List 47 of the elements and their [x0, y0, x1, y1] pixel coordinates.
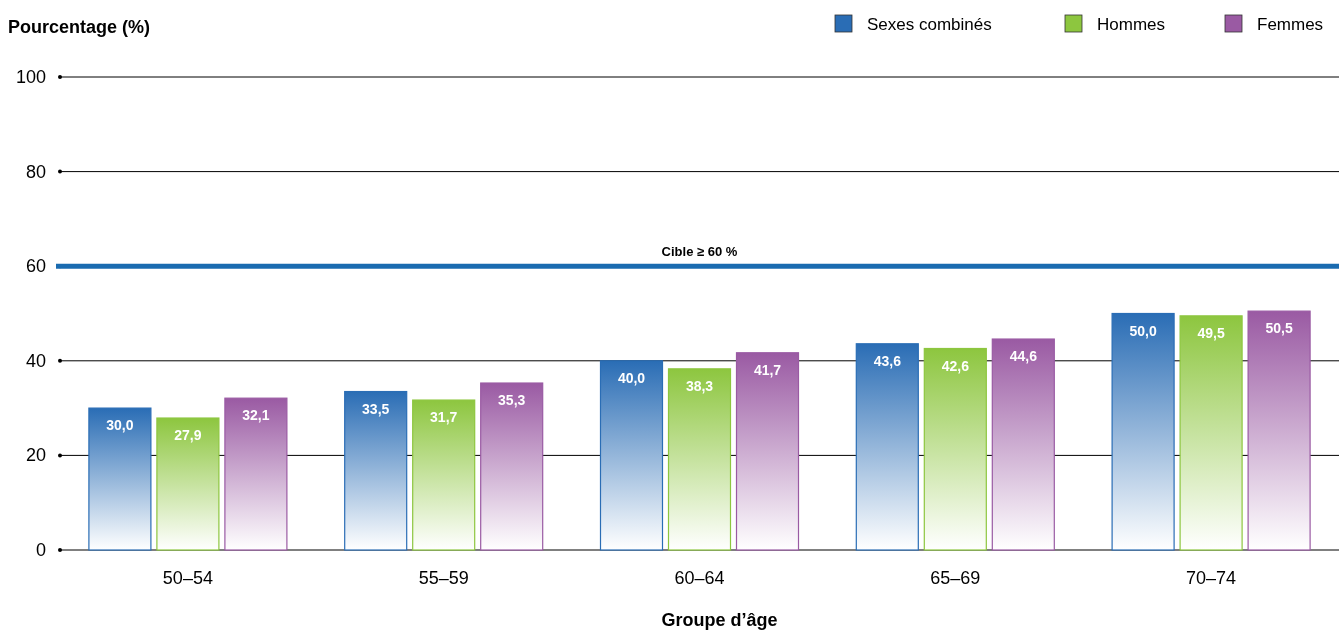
y-tick-label: 40 — [25, 350, 46, 371]
bar — [667, 368, 732, 551]
data-label: 44,6 — [1009, 348, 1038, 365]
y-tick-label: 20 — [25, 445, 46, 466]
x-tick-label: 60–64 — [674, 568, 725, 588]
bar — [1111, 312, 1175, 551]
ref-line-label: Cible ≥ 60 % — [661, 244, 738, 260]
legend-label: Sexes combinés — [867, 15, 992, 34]
data-label: 43,6 — [873, 352, 902, 369]
bar — [88, 407, 152, 551]
data-label: 33,5 — [362, 400, 390, 417]
bar — [735, 352, 800, 551]
x-tick-label: 50–54 — [162, 568, 213, 588]
bar — [599, 360, 664, 551]
y-axis-title: Pourcentage (%) — [8, 17, 151, 37]
bar — [480, 382, 544, 551]
bar — [1247, 310, 1311, 551]
bar — [855, 343, 919, 551]
y-tick-label: 100 — [15, 67, 46, 87]
bar — [156, 417, 220, 551]
x-tick-label: 65–69 — [930, 568, 981, 588]
data-label: 50,5 — [1265, 320, 1293, 337]
bar — [412, 399, 476, 551]
data-label: 49,5 — [1197, 324, 1225, 341]
x-tick-label: 70–74 — [1186, 568, 1237, 588]
bar — [224, 397, 288, 551]
y-tick-label: 80 — [25, 161, 46, 182]
x-tick-label: 55–59 — [418, 568, 469, 588]
y-tick-label: 0 — [35, 540, 46, 560]
data-label: 32,1 — [242, 407, 270, 424]
data-label: 35,3 — [498, 392, 526, 409]
legend-label: Femmes — [1257, 15, 1324, 34]
bar — [1179, 315, 1243, 551]
data-label: 38,3 — [685, 377, 714, 394]
x-axis-title: Groupe d’âge — [661, 610, 778, 630]
data-label: 42,6 — [941, 357, 970, 374]
legend-label: Hommes — [1097, 15, 1166, 34]
data-label: 40,0 — [617, 369, 646, 386]
bar — [991, 338, 1055, 551]
data-label: 30,0 — [106, 417, 134, 434]
bar — [923, 347, 987, 551]
bar — [344, 390, 408, 551]
data-label: 27,9 — [174, 427, 202, 444]
y-tick-label: 60 — [25, 256, 46, 277]
data-label: 31,7 — [430, 409, 458, 426]
data-label: 41,7 — [753, 361, 782, 378]
data-label: 50,0 — [1129, 322, 1157, 339]
